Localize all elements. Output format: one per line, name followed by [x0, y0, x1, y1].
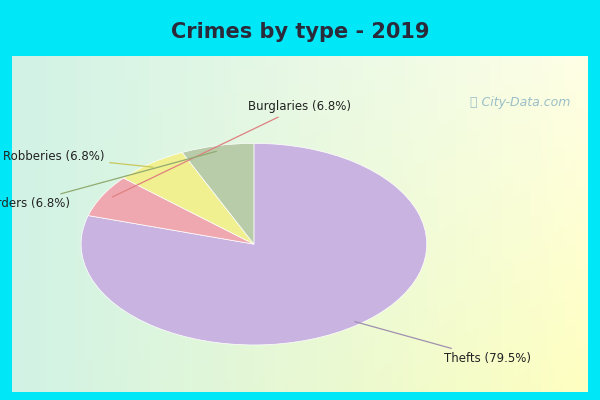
Wedge shape — [124, 152, 254, 244]
Wedge shape — [88, 178, 254, 244]
Text: Robberies (6.8%): Robberies (6.8%) — [2, 150, 153, 167]
Text: Burglaries (6.8%): Burglaries (6.8%) — [112, 100, 352, 197]
Text: ⓘ City-Data.com: ⓘ City-Data.com — [470, 96, 571, 109]
Text: Crimes by type - 2019: Crimes by type - 2019 — [171, 22, 429, 42]
Wedge shape — [81, 143, 427, 345]
Text: Thefts (79.5%): Thefts (79.5%) — [355, 322, 531, 365]
Text: Murders (6.8%): Murders (6.8%) — [0, 151, 217, 210]
Wedge shape — [182, 143, 254, 244]
